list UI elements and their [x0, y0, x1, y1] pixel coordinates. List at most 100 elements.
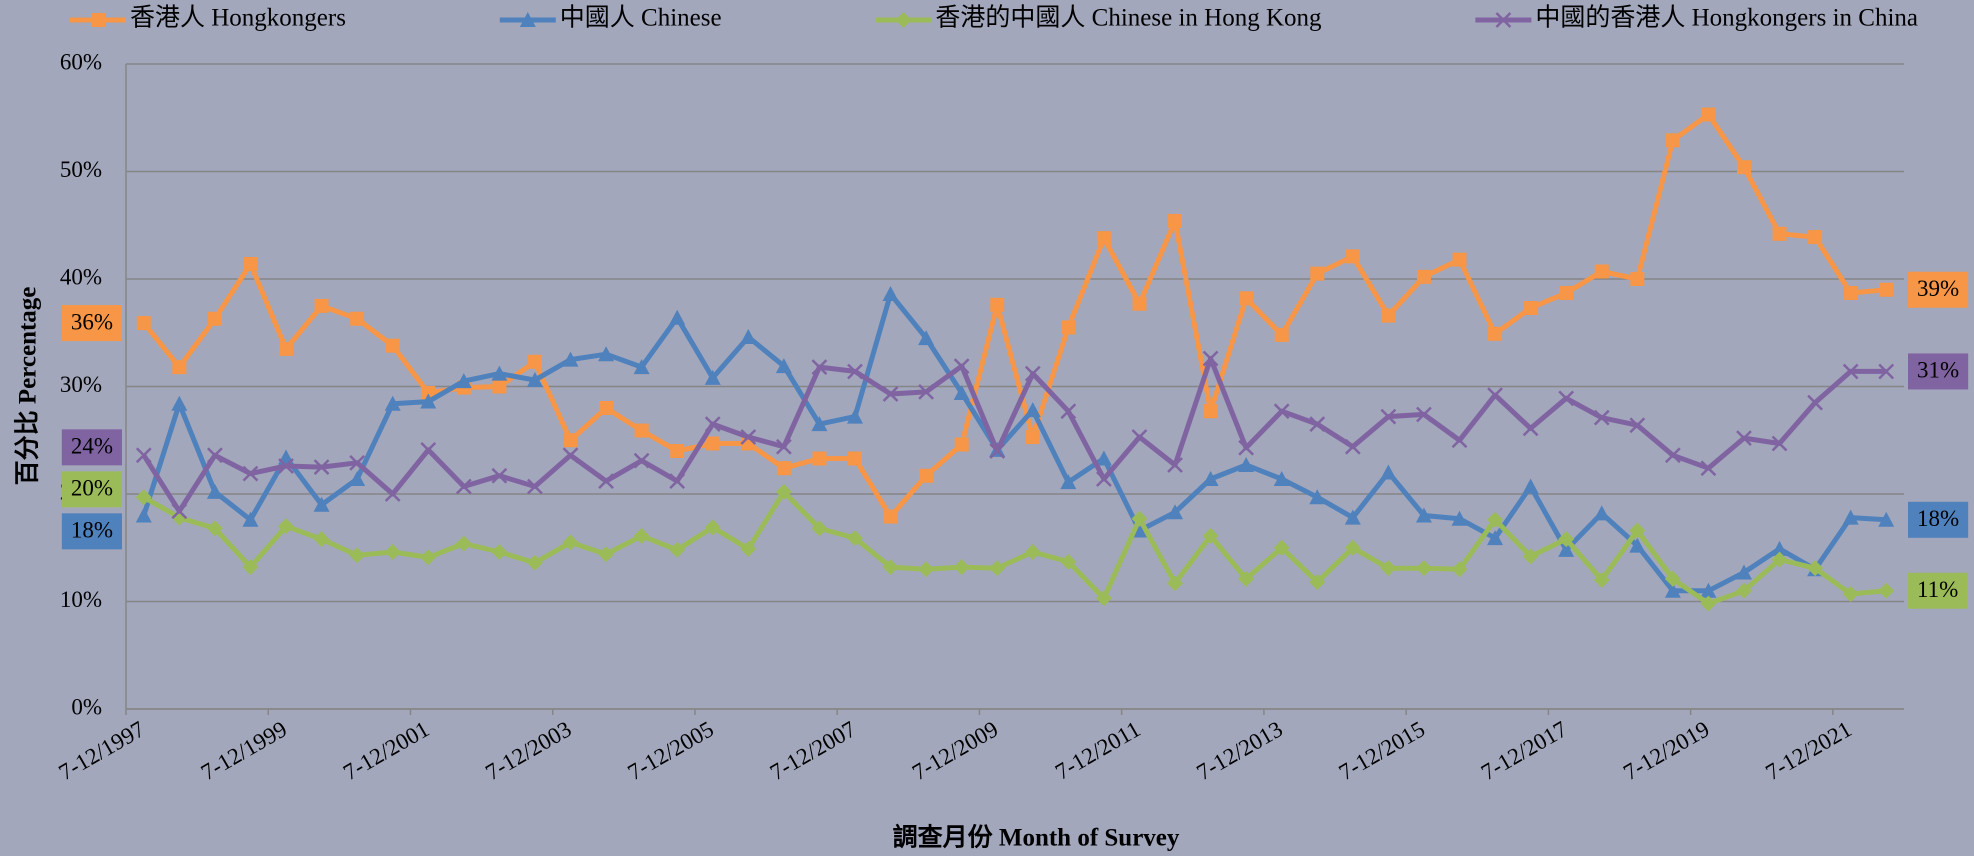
marker [1380, 464, 1397, 480]
marker [1380, 560, 1397, 577]
marker [1771, 540, 1788, 556]
marker [1878, 511, 1895, 527]
marker [882, 286, 899, 302]
marker [1095, 450, 1112, 466]
y-tick-label: 30% [60, 372, 102, 397]
marker [135, 507, 152, 523]
marker [1273, 403, 1290, 420]
marker [1771, 551, 1788, 568]
marker [384, 486, 401, 502]
value-label: 39% [1908, 271, 1969, 308]
marker [527, 478, 543, 495]
marker [171, 503, 188, 520]
marker [1380, 408, 1397, 425]
marker [206, 483, 223, 499]
x-tick-label: 7-12/2015 [1335, 716, 1429, 785]
marker [598, 473, 614, 489]
marker [633, 452, 650, 469]
marker [1095, 590, 1112, 607]
legend-marker [1495, 12, 1512, 28]
legend-marker [895, 12, 912, 28]
y-tick-label: 60% [60, 49, 102, 74]
marker [1842, 509, 1859, 525]
marker [669, 541, 686, 558]
x-tick-label: 7-12/2005 [623, 716, 717, 785]
value-label: 24% [61, 429, 122, 466]
marker [207, 311, 222, 326]
series-line [142, 489, 1887, 607]
marker [633, 527, 650, 544]
marker [563, 433, 578, 448]
marker [1452, 252, 1467, 267]
marker [313, 459, 330, 476]
y-tick-label: 0% [71, 694, 102, 719]
value-label-text: 11% [1917, 577, 1958, 602]
marker [1630, 272, 1645, 286]
marker [1735, 582, 1752, 599]
marker [919, 468, 934, 483]
marker [1808, 230, 1823, 245]
x-tick-label: 7-12/2013 [1192, 716, 1286, 785]
marker [598, 546, 615, 563]
marker [1309, 416, 1326, 433]
marker [990, 297, 1005, 312]
marker [1700, 595, 1717, 612]
x-tick-label: 7-12/2011 [1051, 716, 1145, 785]
value-label-box [61, 305, 122, 342]
value-label-box [1908, 501, 1969, 538]
marker [1487, 511, 1504, 528]
marker [349, 547, 366, 564]
marker [847, 451, 862, 466]
marker [1451, 561, 1468, 578]
marker [1451, 432, 1468, 449]
marker [278, 518, 295, 535]
marker [811, 520, 828, 537]
legend-entry: 香港的中國人 Chinese in Hong Kong [875, 4, 1322, 32]
marker [918, 383, 934, 400]
marker [599, 401, 614, 415]
marker [491, 544, 508, 561]
marker [278, 458, 294, 474]
value-label: 31% [1908, 353, 1969, 390]
marker [1735, 564, 1752, 580]
marker [1629, 537, 1646, 553]
marker [1558, 531, 1575, 548]
series-line [141, 356, 1887, 514]
marker [882, 559, 899, 576]
marker [242, 559, 259, 576]
marker [634, 423, 649, 438]
marker [847, 363, 863, 380]
legend-label: 中國人 Chinese [560, 4, 722, 32]
value-label-box [61, 471, 122, 508]
marker [1060, 403, 1077, 420]
value-label: 20% [61, 471, 122, 508]
marker [1878, 582, 1895, 599]
x-axis-title: 調查月份 Month of Survey [893, 823, 1180, 852]
marker [1593, 409, 1610, 426]
marker [526, 554, 543, 571]
marker [633, 359, 650, 375]
marker [811, 359, 828, 376]
marker [1381, 308, 1396, 323]
marker [455, 478, 472, 495]
legend-marker [91, 13, 105, 27]
marker [1842, 363, 1859, 380]
marker [1559, 285, 1574, 300]
value-label-text: 24% [71, 434, 113, 459]
marker [350, 311, 365, 326]
legend-label: 香港的中國人 Chinese in Hong Kong [935, 4, 1322, 32]
marker [670, 444, 685, 458]
marker [1665, 133, 1680, 148]
marker [1309, 574, 1326, 591]
marker [812, 451, 827, 466]
marker [562, 534, 579, 551]
marker [704, 519, 721, 536]
value-label-text: 18% [1917, 506, 1959, 531]
x-tick-label: 7-12/2017 [1477, 716, 1571, 785]
marker [349, 454, 366, 471]
legend-label: 中國的香港人 Hongkongers in China [1535, 4, 1918, 32]
marker [314, 298, 329, 313]
marker [1416, 406, 1432, 423]
marker [1878, 363, 1895, 380]
